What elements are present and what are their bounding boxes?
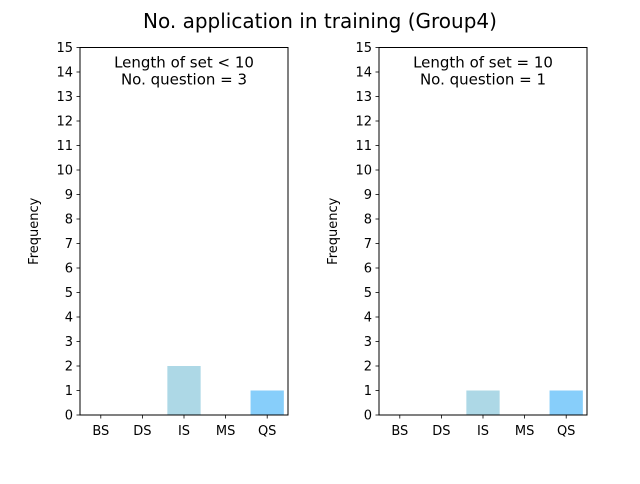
figure-title: No. application in training (Group4) xyxy=(143,9,497,33)
x-tick-label: MS xyxy=(216,424,235,439)
y-tick-label: 8 xyxy=(65,213,73,228)
y-tick-label: 14 xyxy=(56,66,73,81)
panel-annotation-line-1: Length of set = 10 xyxy=(413,54,553,72)
y-tick-label: 10 xyxy=(355,164,372,179)
y-tick-label: 10 xyxy=(56,164,73,179)
y-tick-label: 3 xyxy=(364,335,372,350)
y-tick-label: 0 xyxy=(364,409,372,424)
y-tick-label: 1 xyxy=(65,384,73,399)
panel-annotation-line-2: No. question = 3 xyxy=(121,71,247,89)
bar-qs xyxy=(250,390,284,415)
bar-is xyxy=(167,366,201,415)
y-tick-label: 9 xyxy=(65,188,73,203)
x-tick-label: MS xyxy=(515,424,534,439)
x-tick-label: QS xyxy=(258,424,276,439)
y-tick-label: 1 xyxy=(364,384,372,399)
panel-annotation-line-1: Length of set < 10 xyxy=(114,54,254,72)
x-tick-label: DS xyxy=(432,424,450,439)
x-tick-label: IS xyxy=(178,424,190,439)
y-tick-label: 14 xyxy=(355,66,372,81)
y-tick-label: 15 xyxy=(355,41,372,56)
y-tick-label: 9 xyxy=(364,188,372,203)
y-tick-label: 12 xyxy=(355,115,372,130)
y-tick-label: 15 xyxy=(56,41,73,56)
x-tick-label: QS xyxy=(557,424,575,439)
x-tick-label: BS xyxy=(92,424,109,439)
y-tick-label: 4 xyxy=(65,311,73,326)
y-tick-label: 8 xyxy=(364,213,372,228)
y-tick-label: 11 xyxy=(56,139,73,154)
y-axis-label: Frequency xyxy=(326,197,341,264)
y-tick-label: 7 xyxy=(65,237,73,252)
axes-frame xyxy=(79,47,289,416)
panel-annotation-line-2: No. question = 1 xyxy=(420,71,546,89)
y-tick-label: 5 xyxy=(364,286,372,301)
y-tick-label: 13 xyxy=(56,90,73,105)
axes-frame xyxy=(378,47,588,416)
y-tick-label: 6 xyxy=(65,262,73,277)
y-tick-label: 12 xyxy=(56,115,73,130)
y-tick-label: 13 xyxy=(355,90,372,105)
bar-qs xyxy=(549,390,583,415)
y-tick-label: 11 xyxy=(355,139,372,154)
x-tick-label: IS xyxy=(477,424,489,439)
y-tick-label: 0 xyxy=(65,409,73,424)
y-tick-label: 2 xyxy=(65,360,73,375)
y-tick-label: 7 xyxy=(364,237,372,252)
y-tick-label: 5 xyxy=(65,286,73,301)
x-tick-label: BS xyxy=(391,424,408,439)
y-tick-label: 2 xyxy=(364,360,372,375)
y-tick-label: 3 xyxy=(65,335,73,350)
y-tick-label: 4 xyxy=(364,311,372,326)
bar-is xyxy=(466,390,500,415)
y-tick-label: 6 xyxy=(364,262,372,277)
y-axis-label: Frequency xyxy=(27,197,42,264)
x-tick-label: DS xyxy=(133,424,151,439)
